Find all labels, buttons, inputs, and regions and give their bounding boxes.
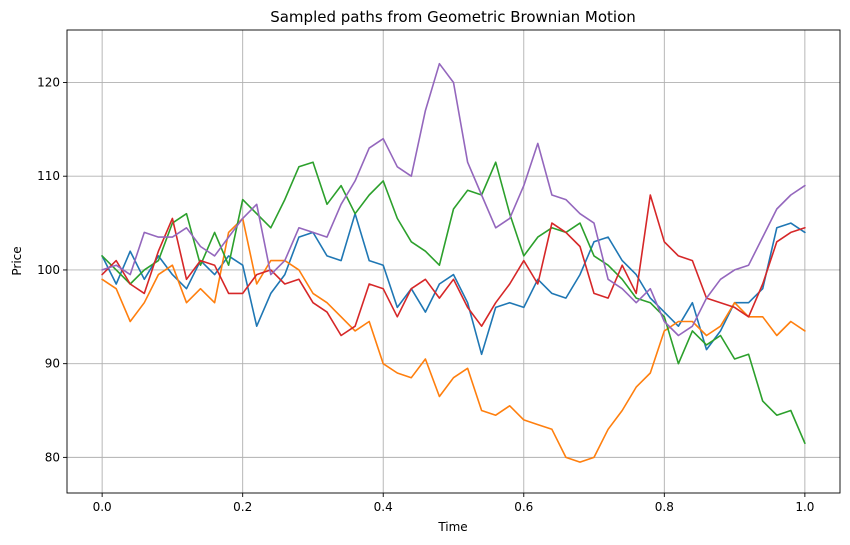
y-axis-label: Price <box>10 246 24 275</box>
series-line-1 <box>101 212 806 356</box>
x-tick-label: 0.8 <box>655 500 674 514</box>
series-line-5 <box>101 62 806 337</box>
x-tick-label: 1.0 <box>795 500 814 514</box>
x-tick-label: 0.2 <box>233 500 252 514</box>
y-tick-label: 110 <box>37 169 60 183</box>
y-tick-label: 80 <box>45 450 60 464</box>
x-tick-label: 0.6 <box>514 500 533 514</box>
y-tick-label: 100 <box>37 263 60 277</box>
x-tick-label: 0.0 <box>93 500 112 514</box>
series-line-2 <box>101 217 806 463</box>
series-line-3 <box>101 161 806 445</box>
chart-title: Sampled paths from Geometric Brownian Mo… <box>270 8 636 26</box>
series-line-4 <box>101 194 806 337</box>
series-group <box>101 62 806 463</box>
grid <box>67 30 840 493</box>
y-axis: 80 90 100 110 120 <box>37 75 67 464</box>
x-tick-label: 0.4 <box>374 500 393 514</box>
y-tick-label: 120 <box>37 75 60 89</box>
x-axis-label: Time <box>437 520 467 534</box>
y-tick-label: 90 <box>45 357 60 371</box>
plot-frame <box>66 29 841 494</box>
x-axis: 0.0 0.2 0.4 0.6 0.8 1.0 <box>93 493 814 514</box>
